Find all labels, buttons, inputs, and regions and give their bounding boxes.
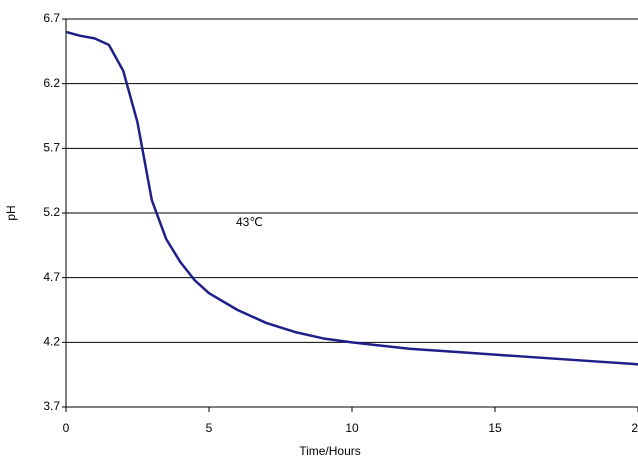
x-axis-label: Time/Hours bbox=[299, 444, 361, 458]
y-tick-label: 5.7 bbox=[43, 141, 60, 155]
data-line bbox=[65, 30, 638, 366]
y-axis-label: pH bbox=[4, 205, 18, 220]
x-tick-label: 10 bbox=[345, 421, 359, 435]
x-tick-label: 5 bbox=[206, 421, 213, 435]
y-tick-label: 4.2 bbox=[43, 335, 60, 349]
annotation: 43℃ bbox=[236, 215, 263, 229]
x-tick-label: 0 bbox=[63, 421, 70, 435]
y-tick-label: 4.7 bbox=[43, 270, 60, 284]
y-tick-label: 6.7 bbox=[43, 11, 60, 25]
x-tick-label: 20 bbox=[631, 421, 638, 435]
y-tick-label: 5.2 bbox=[43, 205, 60, 219]
y-tick-label: 3.7 bbox=[43, 399, 60, 413]
y-tick-label: 6.2 bbox=[43, 76, 60, 90]
x-tick-label: 15 bbox=[488, 421, 502, 435]
